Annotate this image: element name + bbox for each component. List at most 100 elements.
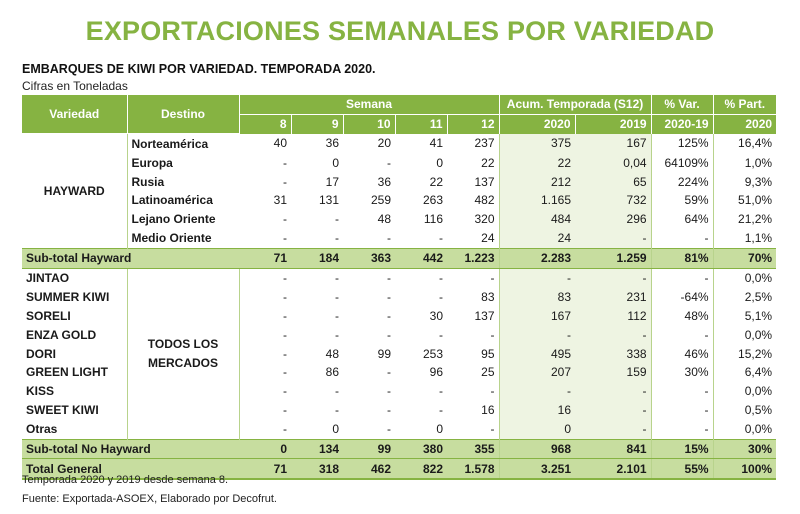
week-value: -	[335, 384, 339, 399]
var-value: 46%	[650, 344, 714, 363]
acum-2020-value: -	[498, 381, 576, 401]
market-line: MERCADOS	[147, 355, 218, 370]
week-value: 36	[325, 136, 339, 151]
header-week: 11	[395, 114, 448, 134]
table-row: KISS - - - - - - - -0,0%	[22, 381, 777, 401]
week-value: -	[335, 231, 339, 246]
var-value: -	[650, 381, 714, 401]
header-week: 12	[447, 114, 500, 134]
part-value: 9,3%	[712, 172, 777, 191]
header-semana: Semana	[239, 95, 500, 115]
part-value: 21,2%	[712, 209, 777, 229]
part-value: 15,2%	[712, 344, 777, 363]
total-row: Total General 71 318 462 822 1.578 3.251 2.101 5…	[22, 458, 777, 481]
var-value: 48%	[650, 306, 714, 326]
variety-label: ENZA GOLD	[26, 327, 97, 342]
acum-2019-value: 231	[575, 287, 652, 307]
week-value: -	[387, 403, 391, 418]
destination-label: Medio Oriente	[131, 231, 212, 246]
acum-2020-value: -	[498, 268, 576, 288]
units-label: Cifras en Toneladas	[22, 79, 128, 93]
acum-2019-value: 841	[575, 438, 652, 460]
variety-label: KISS	[26, 384, 55, 399]
week-value: -	[387, 231, 391, 246]
week-value: 99	[343, 438, 395, 460]
week-value: 16	[481, 403, 495, 418]
part-value: 2,5%	[712, 287, 777, 307]
week-value: 17	[325, 174, 339, 189]
week-value: -	[335, 289, 339, 304]
acum-2020-value: 207	[498, 362, 576, 382]
acum-2020-value: 3.251	[498, 458, 576, 481]
week-value: -	[387, 384, 391, 399]
week-value: 0	[332, 422, 339, 437]
header-part-year: 2020	[713, 114, 777, 134]
acum-2019-value: -	[575, 268, 652, 288]
week-value: 184	[291, 247, 343, 269]
table-body: HAYWARD Norteamérica 40 36 20 41 237 375 167 125%…	[22, 133, 777, 481]
week-value: -	[335, 212, 339, 227]
header-week: 9	[291, 114, 344, 134]
week-value: 131	[318, 193, 339, 208]
week-value: -	[387, 327, 391, 342]
part-value: 30%	[712, 438, 777, 460]
header-week: 10	[343, 114, 396, 134]
week-value: -	[490, 422, 495, 437]
part-value: 0,0%	[712, 381, 777, 401]
part-value: 1,1%	[712, 228, 777, 249]
week-value: -	[439, 270, 443, 285]
week-value: -	[335, 327, 339, 342]
var-value: 55%	[650, 458, 714, 481]
subtotal-row: Sub-total Hayward 71 184 363 442 1.223 2.283 1.…	[22, 247, 777, 269]
destination-label: Europa	[131, 155, 173, 170]
week-value: 0	[436, 422, 443, 437]
week-value: 137	[474, 174, 495, 189]
part-value: 16,4%	[712, 133, 777, 154]
variety-hayward: HAYWARD	[22, 133, 128, 249]
week-value: 20	[377, 136, 391, 151]
table-row: HAYWARD Norteamérica 40 36 20 41 237 375 167 125%…	[22, 133, 777, 249]
week-value: 380	[395, 438, 447, 460]
var-value: 64109%	[650, 153, 714, 173]
week-value: 30	[429, 308, 443, 323]
subtotal-label: Sub-total No Hayward	[22, 438, 239, 460]
week-value: -	[439, 403, 443, 418]
header-var-period: 2020-19	[651, 114, 714, 134]
week-value: 22	[481, 155, 495, 170]
acum-2019-value: -	[575, 419, 652, 440]
week-value: -	[335, 308, 339, 323]
table-row: JINTAO TODOS LOS MERCADOS - - - - - - - -0,0%	[22, 268, 777, 440]
acum-2019-value: -	[575, 228, 652, 249]
destination-label: Rusia	[131, 174, 165, 189]
week-value: -	[439, 289, 443, 304]
week-value: 22	[429, 174, 443, 189]
week-value: 24	[481, 231, 495, 246]
acum-2020-value: 167	[498, 306, 576, 326]
acum-2020-value: 484	[498, 209, 576, 229]
week-value: -	[387, 365, 391, 380]
header-week: 8	[239, 114, 292, 134]
table-row: SORELI - - - 30 137 167 112 48% 5,1%	[22, 306, 777, 326]
week-value: -	[387, 155, 391, 170]
week-value: 355	[447, 438, 500, 460]
var-value: -	[650, 419, 714, 440]
week-value: -	[490, 270, 495, 285]
acum-2019-value: 159	[575, 362, 652, 382]
table-row: SWEET KIWI - - - -16 16- -0,5%	[22, 400, 777, 420]
part-value: 5,1%	[712, 306, 777, 326]
acum-2019-value: -	[575, 400, 652, 420]
week-value: 40	[273, 136, 287, 151]
acum-2020-value: 212	[498, 172, 576, 191]
week-value: 253	[422, 346, 443, 361]
variety-label: DORI	[26, 346, 56, 361]
acum-2020-value: 22	[498, 153, 576, 173]
week-value: -	[283, 174, 287, 189]
week-value: 41	[429, 136, 443, 151]
week-value: 99	[377, 346, 391, 361]
week-value: 318	[291, 458, 343, 481]
table-row: Otras -0-0-0- -0,0%	[22, 419, 777, 440]
header-destino: Destino	[127, 95, 240, 135]
table-row: Medio Oriente - - - -24 24- -1,1%	[22, 228, 777, 249]
table-row: Lejano Oriente - - 48 116 320 484 296 64% 21,2%	[22, 209, 777, 229]
var-value: 15%	[650, 438, 714, 460]
